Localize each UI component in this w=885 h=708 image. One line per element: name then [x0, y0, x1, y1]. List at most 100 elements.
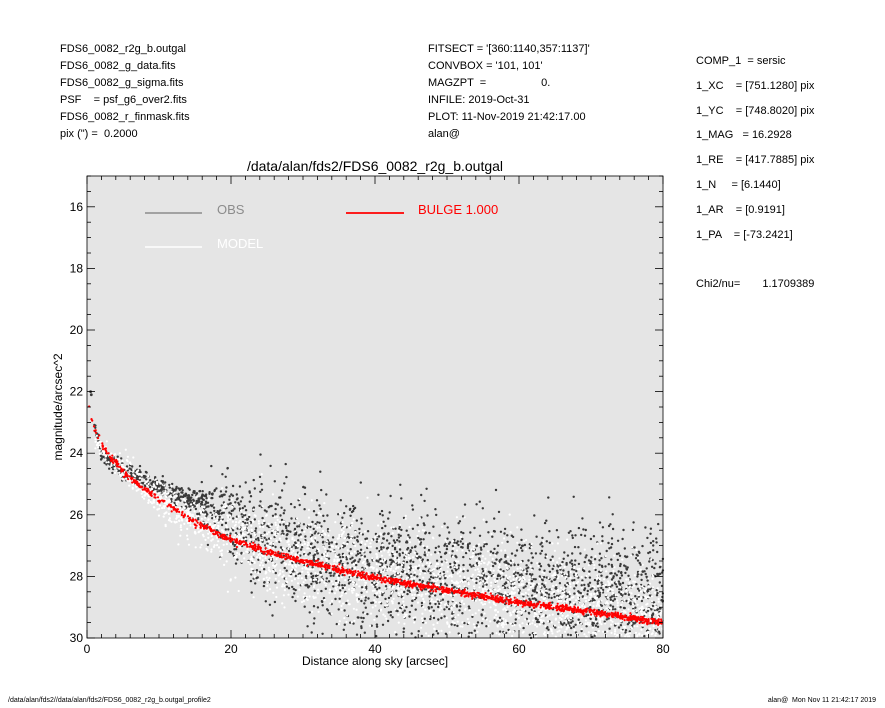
model-point	[352, 607, 355, 610]
model-point	[481, 574, 484, 577]
obs-point	[632, 621, 635, 625]
obs-point	[293, 506, 296, 509]
model-point	[538, 591, 541, 594]
model-point	[614, 630, 617, 633]
model-point	[467, 583, 470, 586]
model-point	[192, 502, 196, 505]
model-point	[322, 545, 325, 548]
model-point	[599, 569, 603, 572]
model-point	[573, 629, 576, 632]
obs-point	[338, 597, 341, 600]
model-point	[252, 551, 256, 554]
model-point	[551, 584, 555, 588]
model-point	[439, 567, 442, 570]
model-point	[496, 624, 499, 627]
obs-point	[347, 535, 350, 539]
model-point	[651, 577, 654, 580]
model-point	[307, 508, 310, 511]
obs-point	[616, 558, 619, 562]
obs-point	[570, 559, 573, 562]
obs-point	[242, 536, 245, 540]
model-point	[251, 568, 254, 571]
obs-point	[120, 457, 123, 460]
obs-point	[598, 594, 601, 598]
obs-point	[200, 497, 204, 500]
model-point	[630, 596, 633, 599]
model-point	[352, 589, 355, 592]
obs-point	[494, 562, 497, 565]
obs-point	[425, 487, 428, 490]
model-point	[413, 577, 416, 580]
obs-point	[320, 525, 323, 528]
model-point	[613, 566, 616, 569]
model-point	[512, 630, 515, 633]
model-point	[627, 598, 631, 601]
obs-point	[462, 563, 465, 567]
model-point	[590, 615, 593, 618]
obs-point	[407, 534, 410, 537]
obs-point	[285, 569, 288, 572]
model-point	[341, 521, 344, 524]
obs-point	[330, 541, 334, 544]
model-point	[509, 580, 513, 583]
model-point	[343, 537, 346, 540]
obs-point	[418, 538, 422, 541]
obs-point	[435, 629, 438, 633]
model-point	[346, 555, 350, 558]
obs-point	[406, 548, 409, 551]
model-point	[325, 559, 328, 562]
obs-point	[610, 578, 614, 581]
model-point	[479, 562, 483, 565]
model-point	[501, 625, 505, 629]
obs-point	[581, 517, 584, 520]
model-point	[212, 545, 216, 549]
model-point	[173, 520, 176, 523]
obs-point	[609, 598, 612, 601]
model-point	[593, 567, 596, 570]
model-point	[200, 543, 203, 546]
model-point	[266, 532, 269, 536]
obs-point	[311, 566, 314, 569]
model-point	[623, 599, 626, 602]
model-point	[459, 535, 463, 539]
model-point	[544, 581, 547, 585]
model-point	[380, 571, 383, 574]
model-point	[484, 577, 487, 581]
model-point	[634, 631, 638, 634]
model-point	[355, 592, 358, 596]
model-point	[580, 616, 583, 619]
obs-point	[397, 536, 401, 539]
model-point	[452, 547, 455, 550]
model-point	[511, 583, 514, 586]
model-point	[510, 613, 513, 617]
model-point	[189, 513, 192, 516]
obs-point	[481, 585, 485, 588]
model-point	[517, 588, 520, 592]
model-point	[243, 557, 246, 560]
model-point	[651, 573, 654, 577]
obs-point	[246, 518, 250, 521]
model-point	[392, 526, 395, 529]
model-point	[260, 473, 263, 476]
obs-point	[657, 522, 660, 526]
obs-point	[195, 492, 199, 495]
model-point	[448, 631, 451, 634]
model-point	[269, 570, 272, 573]
model-point	[569, 585, 572, 588]
obs-point	[551, 567, 554, 571]
obs-point	[646, 609, 650, 613]
obs-point	[520, 538, 523, 542]
obs-point	[278, 496, 281, 499]
model-point	[301, 543, 304, 547]
obs-point	[368, 564, 371, 567]
obs-point	[384, 524, 387, 528]
obs-point	[552, 564, 555, 567]
model-point	[577, 622, 580, 625]
model-point	[333, 558, 336, 561]
obs-point	[327, 557, 331, 560]
model-point	[528, 575, 531, 578]
model-point	[316, 592, 319, 595]
model-point	[287, 539, 290, 542]
obs-point	[287, 549, 291, 553]
model-point	[335, 545, 338, 548]
